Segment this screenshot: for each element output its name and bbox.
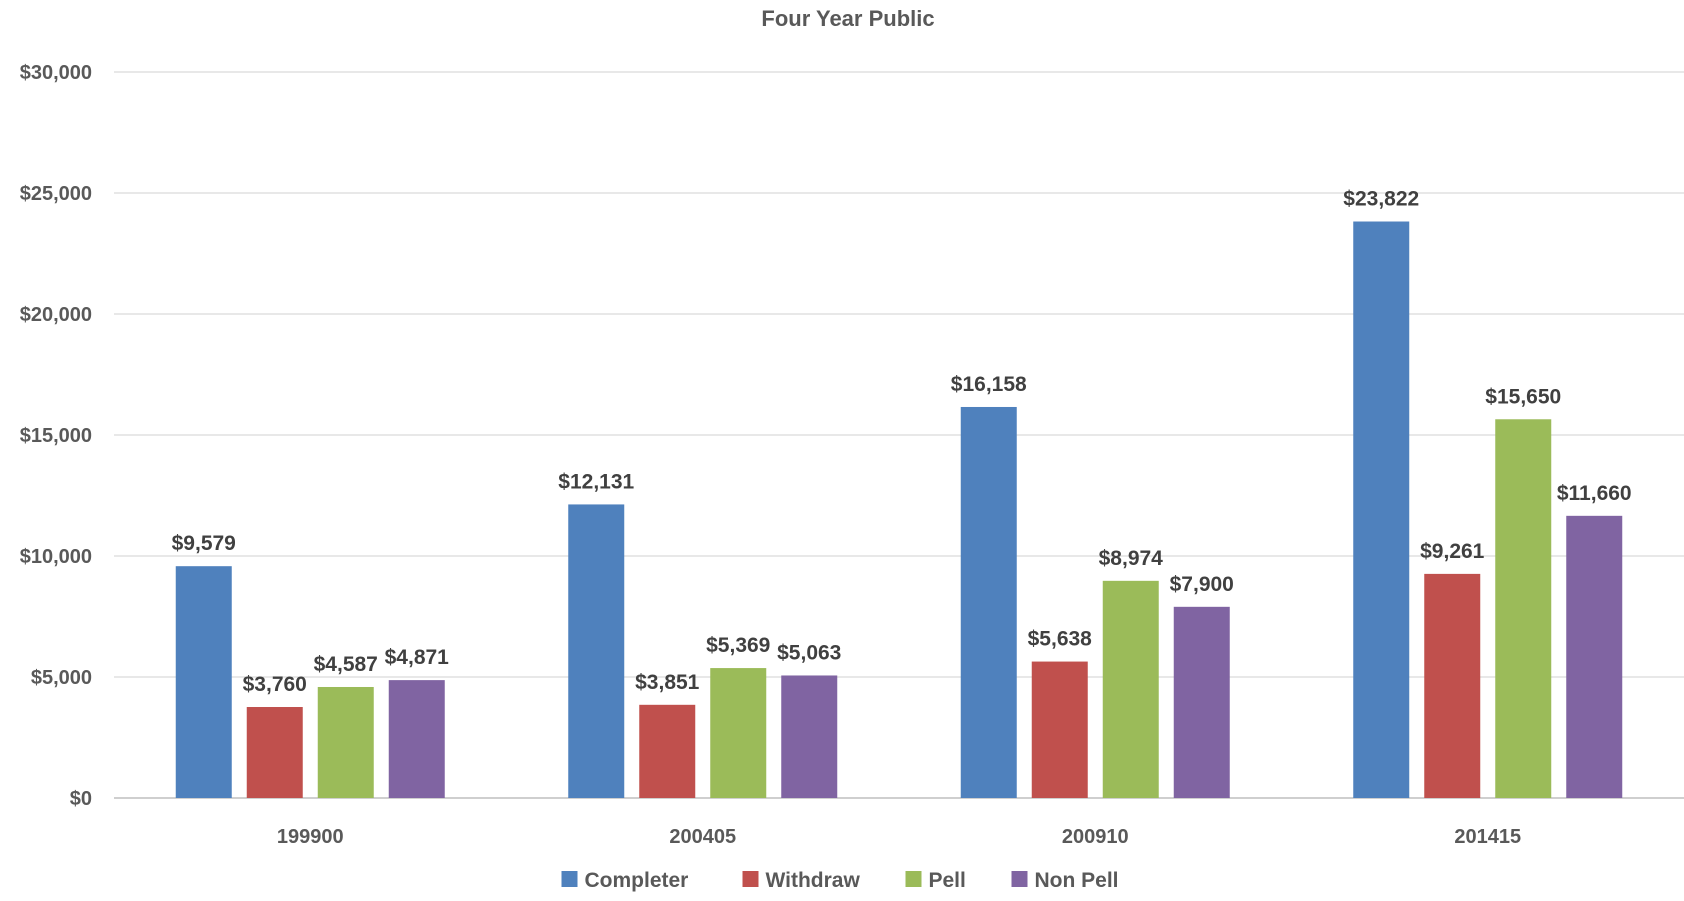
bar-non-pell bbox=[1173, 606, 1230, 798]
bar-pell bbox=[317, 686, 374, 798]
y-tick-label: $5,000 bbox=[31, 667, 92, 689]
data-label: $9,579 bbox=[172, 532, 236, 555]
data-label: $5,063 bbox=[777, 641, 841, 664]
data-label: $7,900 bbox=[1170, 573, 1234, 596]
data-label: $12,131 bbox=[558, 470, 634, 493]
x-category-label: 201415 bbox=[1454, 826, 1521, 848]
bar-withdraw bbox=[1424, 573, 1481, 798]
bar-withdraw bbox=[639, 704, 696, 798]
bar-series bbox=[175, 221, 1623, 799]
legend-swatch bbox=[905, 871, 922, 887]
y-tick-label: $30,000 bbox=[20, 62, 92, 84]
data-label: $4,871 bbox=[385, 646, 450, 669]
bar-completer bbox=[960, 406, 1017, 798]
legend-swatch bbox=[742, 871, 759, 887]
y-tick-label: $0 bbox=[70, 788, 92, 810]
y-tick-label: $15,000 bbox=[20, 425, 92, 447]
data-label: $5,369 bbox=[706, 634, 770, 657]
data-labels: $9,579 $3,760 $4,587 $4,871 $12,131 $3,851 $5,… bbox=[172, 188, 1632, 697]
x-axis-category-labels: 199900 200405 200910 201415 bbox=[277, 826, 1521, 848]
legend-item-label: Completer bbox=[585, 869, 689, 892]
y-tick-label: $10,000 bbox=[20, 546, 92, 568]
x-category-label: 200405 bbox=[669, 826, 736, 848]
data-label: $15,650 bbox=[1485, 385, 1561, 408]
bar-completer bbox=[175, 566, 232, 798]
gridlines bbox=[114, 71, 1684, 799]
legend: Completer Withdraw Pell Non Pell bbox=[561, 869, 1119, 892]
legend-swatch bbox=[1011, 871, 1028, 887]
bar-withdraw bbox=[1031, 661, 1088, 798]
bar-non-pell bbox=[781, 675, 838, 798]
x-category-label: 200910 bbox=[1062, 826, 1129, 848]
data-label: $16,158 bbox=[951, 373, 1027, 396]
bar-non-pell bbox=[1566, 515, 1623, 798]
data-label: $11,660 bbox=[1557, 482, 1632, 505]
data-label: $9,261 bbox=[1420, 540, 1485, 563]
data-label: $3,760 bbox=[243, 673, 307, 696]
y-axis-tick-labels: $0 $5,000 $10,000 $15,000 $20,000 $25,000 $30,… bbox=[20, 62, 92, 810]
x-category-label: 199900 bbox=[277, 826, 344, 848]
legend-swatch bbox=[561, 871, 578, 887]
legend-item-label: Non Pell bbox=[1035, 869, 1119, 892]
bar-completer bbox=[568, 504, 625, 798]
y-tick-label: $25,000 bbox=[20, 183, 92, 205]
bar-pell bbox=[1102, 580, 1159, 798]
data-label: $23,822 bbox=[1343, 188, 1419, 211]
legend-item-label: Withdraw bbox=[766, 869, 861, 892]
legend-item-label: Pell bbox=[929, 869, 966, 892]
data-label: $3,851 bbox=[635, 671, 700, 694]
bar-pell bbox=[1495, 419, 1552, 798]
data-label: $5,638 bbox=[1028, 628, 1093, 651]
data-label: $8,974 bbox=[1099, 547, 1164, 570]
bar-non-pell bbox=[388, 680, 445, 798]
bar-completer bbox=[1353, 221, 1410, 799]
y-tick-label: $20,000 bbox=[20, 304, 92, 326]
data-label: $4,587 bbox=[314, 653, 378, 676]
bar-pell bbox=[710, 668, 767, 798]
chart-title: Four Year Public bbox=[761, 6, 934, 31]
bar-withdraw bbox=[246, 707, 303, 798]
